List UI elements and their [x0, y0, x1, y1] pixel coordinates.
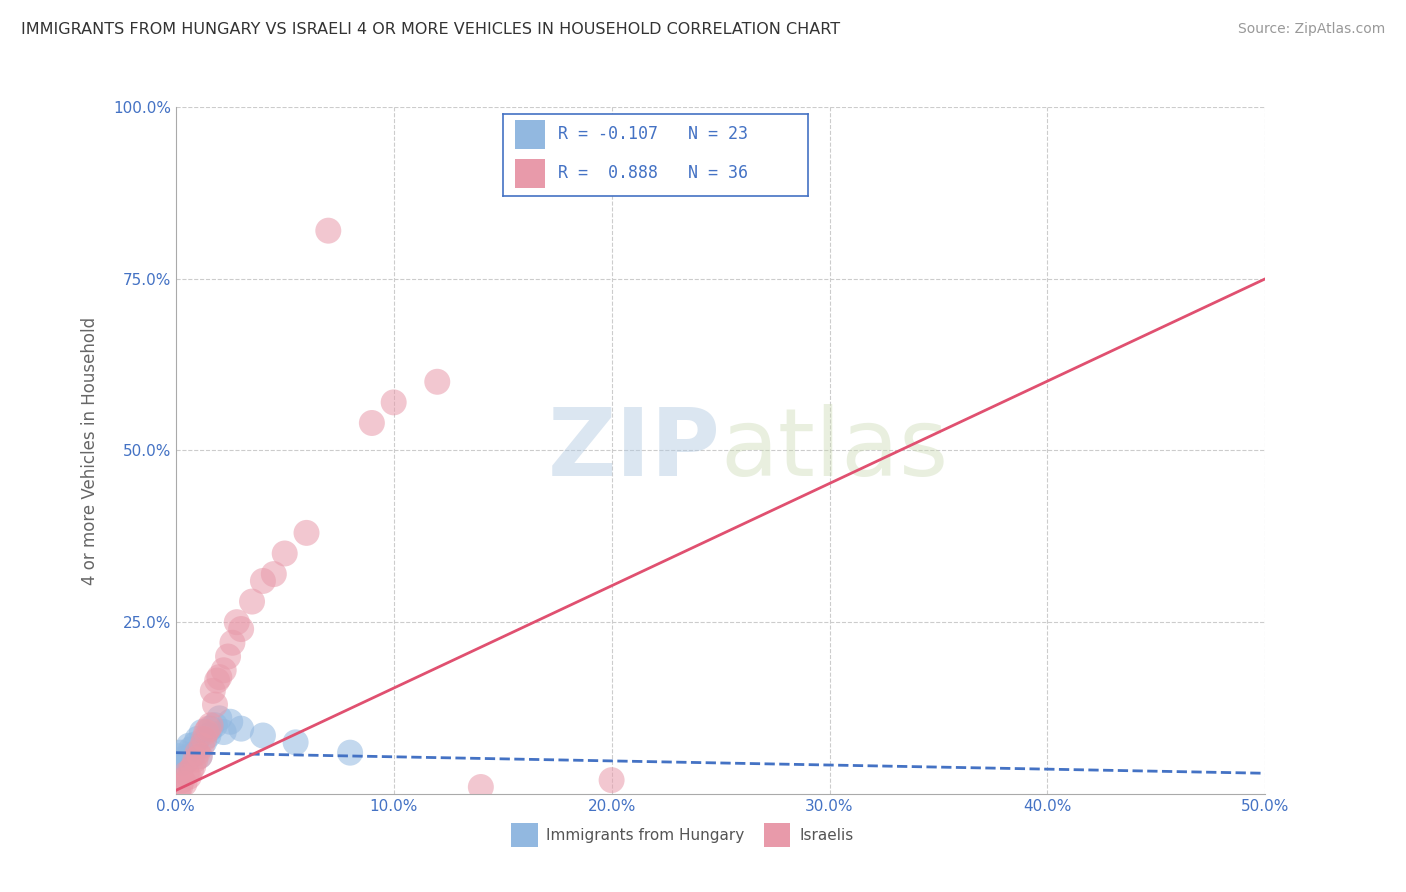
- Point: [180, 763, 202, 777]
- Point: [204, 698, 226, 712]
- Point: [221, 636, 243, 650]
- Point: [274, 546, 297, 561]
- Point: [382, 395, 405, 409]
- Point: [176, 766, 198, 780]
- Point: [167, 749, 190, 764]
- Text: IMMIGRANTS FROM HUNGARY VS ISRAELI 4 OR MORE VEHICLES IN HOUSEHOLD CORRELATION C: IMMIGRANTS FROM HUNGARY VS ISRAELI 4 OR …: [21, 22, 841, 37]
- Point: [188, 749, 211, 764]
- Point: [470, 780, 492, 794]
- Point: [181, 747, 204, 761]
- Point: [212, 725, 235, 739]
- Point: [205, 673, 228, 688]
- Point: [284, 735, 307, 749]
- Point: [167, 783, 190, 797]
- Point: [252, 574, 274, 588]
- Point: [197, 729, 219, 743]
- Point: [426, 375, 449, 389]
- Point: [186, 746, 209, 760]
- Point: [173, 751, 195, 765]
- Text: Source: ZipAtlas.com: Source: ZipAtlas.com: [1237, 22, 1385, 37]
- Point: [195, 725, 218, 739]
- Point: [295, 525, 318, 540]
- Point: [193, 735, 215, 749]
- Point: [191, 725, 214, 739]
- Point: [204, 718, 226, 732]
- Point: [240, 594, 263, 608]
- Point: [600, 773, 623, 788]
- Y-axis label: 4 or more Vehicles in Household: 4 or more Vehicles in Household: [82, 317, 98, 584]
- Point: [219, 714, 242, 729]
- Point: [186, 731, 209, 746]
- Point: [191, 739, 214, 753]
- Text: ZIP: ZIP: [548, 404, 721, 497]
- Point: [172, 756, 194, 770]
- Point: [169, 780, 191, 794]
- Point: [169, 746, 191, 760]
- Point: [231, 622, 253, 636]
- Point: [201, 683, 224, 698]
- Point: [184, 753, 207, 767]
- Point: [172, 773, 194, 788]
- Point: [225, 615, 247, 630]
- Point: [177, 770, 200, 784]
- Point: [212, 663, 235, 677]
- Point: [193, 731, 215, 746]
- Point: [231, 722, 253, 736]
- Point: [184, 738, 207, 752]
- Point: [200, 722, 222, 736]
- Point: [180, 742, 202, 756]
- Point: [252, 729, 274, 743]
- Point: [197, 722, 219, 736]
- Point: [173, 776, 195, 790]
- Point: [263, 567, 285, 582]
- Point: [176, 754, 198, 768]
- Point: [208, 670, 231, 684]
- Point: [200, 718, 222, 732]
- Point: [339, 746, 361, 760]
- Point: [188, 749, 211, 764]
- Point: [318, 224, 340, 238]
- Text: atlas: atlas: [721, 404, 949, 497]
- Point: [177, 739, 200, 753]
- Point: [181, 759, 204, 773]
- Point: [208, 711, 231, 725]
- Point: [360, 416, 382, 430]
- Point: [217, 649, 239, 664]
